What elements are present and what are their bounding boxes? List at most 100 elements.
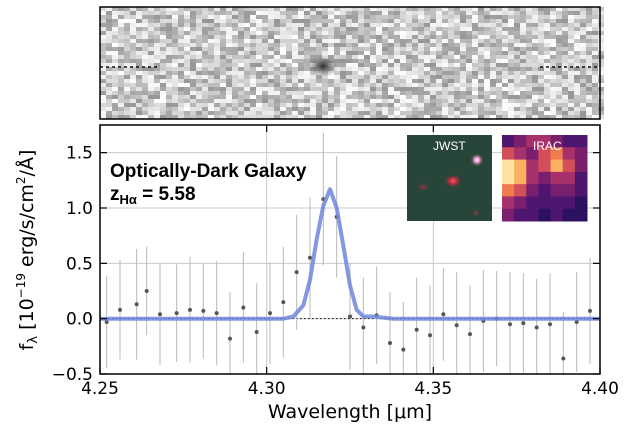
noise-pixel — [358, 63, 364, 67]
noise-pixel — [442, 103, 448, 107]
noise-pixel — [106, 115, 112, 119]
noise-pixel — [550, 23, 556, 27]
noise-pixel — [274, 23, 280, 27]
noise-pixel — [520, 67, 526, 71]
noise-pixel — [238, 23, 244, 27]
noise-pixel — [454, 43, 460, 47]
noise-pixel — [466, 95, 472, 99]
noise-pixel — [226, 103, 232, 107]
noise-pixel — [424, 59, 430, 63]
noise-pixel — [172, 47, 178, 51]
noise-pixel — [100, 63, 106, 67]
noise-pixel — [568, 47, 574, 51]
noise-pixel — [496, 107, 502, 111]
noise-pixel — [238, 103, 244, 107]
noise-pixel — [160, 75, 166, 79]
noise-pixel — [190, 27, 196, 31]
noise-pixel — [232, 39, 238, 43]
noise-pixel — [214, 83, 220, 87]
noise-pixel — [130, 87, 136, 91]
noise-pixel — [592, 67, 598, 71]
noise-pixel — [508, 15, 514, 19]
noise-pixel — [124, 107, 130, 111]
noise-pixel — [322, 95, 328, 99]
noise-pixel — [430, 31, 436, 35]
noise-pixel — [460, 95, 466, 99]
noise-pixel — [298, 107, 304, 111]
noise-pixel — [124, 43, 130, 47]
plot-frame — [99, 124, 601, 375]
noise-pixel — [256, 95, 262, 99]
noise-pixel — [574, 19, 580, 23]
noise-pixel — [250, 27, 256, 31]
noise-pixel — [370, 51, 376, 55]
noise-pixel — [142, 15, 148, 19]
noise-pixel — [370, 79, 376, 83]
noise-pixel — [568, 19, 574, 23]
noise-pixel — [334, 91, 340, 95]
noise-pixel — [118, 19, 124, 23]
noise-pixel — [232, 27, 238, 31]
noise-pixel — [190, 43, 196, 47]
noise-pixel — [262, 35, 268, 39]
noise-pixel — [130, 31, 136, 35]
noise-pixel — [538, 47, 544, 51]
noise-pixel — [232, 59, 238, 63]
noise-pixel — [490, 23, 496, 27]
noise-pixel — [106, 47, 112, 51]
noise-pixel — [472, 99, 478, 103]
noise-pixel — [544, 11, 550, 15]
noise-pixel — [598, 43, 604, 47]
noise-pixel — [292, 47, 298, 51]
noise-pixel — [586, 43, 592, 47]
noise-pixel — [346, 59, 352, 63]
noise-pixel — [370, 23, 376, 27]
noise-pixel — [148, 43, 154, 47]
noise-pixel — [448, 23, 454, 27]
noise-pixel — [274, 99, 280, 103]
noise-pixel — [274, 87, 280, 91]
noise-pixel — [544, 27, 550, 31]
noise-pixel — [226, 47, 232, 51]
noise-pixel — [106, 27, 112, 31]
noise-pixel — [190, 7, 196, 11]
noise-pixel — [208, 75, 214, 79]
noise-pixel — [256, 115, 262, 119]
noise-pixel — [106, 107, 112, 111]
noise-pixel — [340, 15, 346, 19]
noise-pixel — [418, 15, 424, 19]
noise-pixel — [460, 71, 466, 75]
noise-pixel — [394, 83, 400, 87]
noise-pixel — [496, 19, 502, 23]
noise-pixel — [544, 39, 550, 43]
noise-pixel — [586, 75, 592, 79]
noise-pixel — [118, 7, 124, 11]
noise-pixel — [454, 63, 460, 67]
noise-pixel — [130, 23, 136, 27]
noise-pixel — [472, 107, 478, 111]
noise-pixel — [472, 71, 478, 75]
noise-pixel — [220, 99, 226, 103]
noise-pixel — [370, 7, 376, 11]
noise-pixel — [220, 43, 226, 47]
noise-pixel — [304, 87, 310, 91]
noise-pixel — [238, 11, 244, 15]
noise-pixel — [142, 35, 148, 39]
data-point — [144, 289, 149, 293]
noise-pixel — [418, 27, 424, 31]
noise-pixel — [286, 31, 292, 35]
noise-pixel — [466, 83, 472, 87]
x-tick-label: 4.35 — [414, 379, 452, 399]
noise-pixel — [388, 91, 394, 95]
noise-pixel — [112, 11, 118, 15]
noise-pixel — [310, 83, 316, 87]
noise-pixel — [454, 23, 460, 27]
irac-pixel — [562, 171, 576, 185]
noise-pixel — [286, 63, 292, 67]
noise-pixel — [580, 107, 586, 111]
noise-pixel — [418, 67, 424, 71]
noise-pixel — [100, 15, 106, 19]
noise-pixel — [424, 111, 430, 115]
noise-pixel — [214, 71, 220, 75]
noise-pixel — [184, 103, 190, 107]
